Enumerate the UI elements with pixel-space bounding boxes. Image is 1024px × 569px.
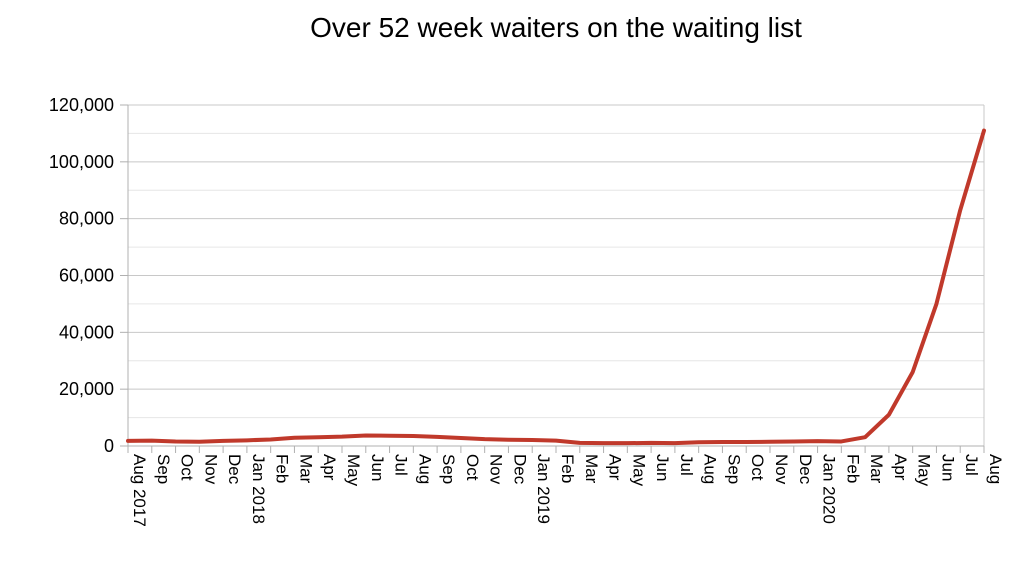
x-tick-label: Oct xyxy=(463,454,482,481)
x-tick-label: Apr xyxy=(606,454,625,481)
series-line xyxy=(126,128,986,446)
y-axis-tick-labels: 0 20,000 40,000 60,000 80,000 100,000 120,000 xyxy=(49,95,114,456)
x-tick-label: Dec xyxy=(796,454,815,485)
x-tick-label: Feb xyxy=(843,454,862,483)
x-tick-label: Aug xyxy=(986,454,1005,484)
x-tick-label: Mar xyxy=(867,454,886,484)
y-tick-label: 100,000 xyxy=(49,152,114,172)
x-tick-label: Nov xyxy=(772,454,791,485)
chart-title: Over 52 week waiters on the waiting list xyxy=(310,12,802,43)
y-tick-label: 120,000 xyxy=(49,95,114,115)
axes xyxy=(120,104,985,453)
x-tick-label: Jun xyxy=(653,454,672,481)
x-tick-label: Nov xyxy=(487,454,506,485)
x-tick-label: May xyxy=(915,454,934,487)
x-tick-label: Sep xyxy=(439,454,458,484)
x-tick-label: Aug xyxy=(415,454,434,484)
x-tick-label: Mar xyxy=(582,454,601,484)
series-layer xyxy=(126,128,986,446)
x-tick-label: Oct xyxy=(748,454,767,481)
x-tick-label: Apr xyxy=(891,454,910,481)
x-tick-label: May xyxy=(344,454,363,487)
x-tick-label: Jul xyxy=(392,454,411,476)
y-tick-label: 80,000 xyxy=(59,209,114,229)
x-tick-label: Jan 2018 xyxy=(249,454,268,524)
gridlines xyxy=(128,104,984,419)
x-tick-label: Feb xyxy=(558,454,577,483)
x-tick-label: Jan 2019 xyxy=(534,454,553,524)
x-tick-label: Jul xyxy=(962,454,981,476)
x-tick-label: Jan 2020 xyxy=(820,454,839,524)
y-tick-label: 60,000 xyxy=(59,266,114,286)
x-tick-label: Nov xyxy=(201,454,220,485)
x-tick-label: Aug xyxy=(701,454,720,484)
x-tick-label: Feb xyxy=(273,454,292,483)
y-tick-label: 0 xyxy=(104,436,114,456)
x-tick-label: Sep xyxy=(154,454,173,484)
x-tick-label: Dec xyxy=(225,454,244,485)
x-tick-label: Jul xyxy=(677,454,696,476)
x-tick-label: Mar xyxy=(296,454,315,484)
y-tick-label: 40,000 xyxy=(59,322,114,342)
y-tick-label: 20,000 xyxy=(59,379,114,399)
x-tick-label: May xyxy=(629,454,648,487)
x-tick-label: Oct xyxy=(178,454,197,481)
x-tick-label: Aug 2017 xyxy=(130,454,149,527)
x-tick-label: Jun xyxy=(938,454,957,481)
x-axis-tick-labels: Aug 2017 Sep Oct Nov Dec Jan 2018 Feb Mar Apr May… xyxy=(130,454,1005,527)
x-tick-label: Sep xyxy=(724,454,743,484)
x-tick-label: Apr xyxy=(320,454,339,481)
x-tick-label: Dec xyxy=(510,454,529,485)
x-tick-label: Jun xyxy=(368,454,387,481)
